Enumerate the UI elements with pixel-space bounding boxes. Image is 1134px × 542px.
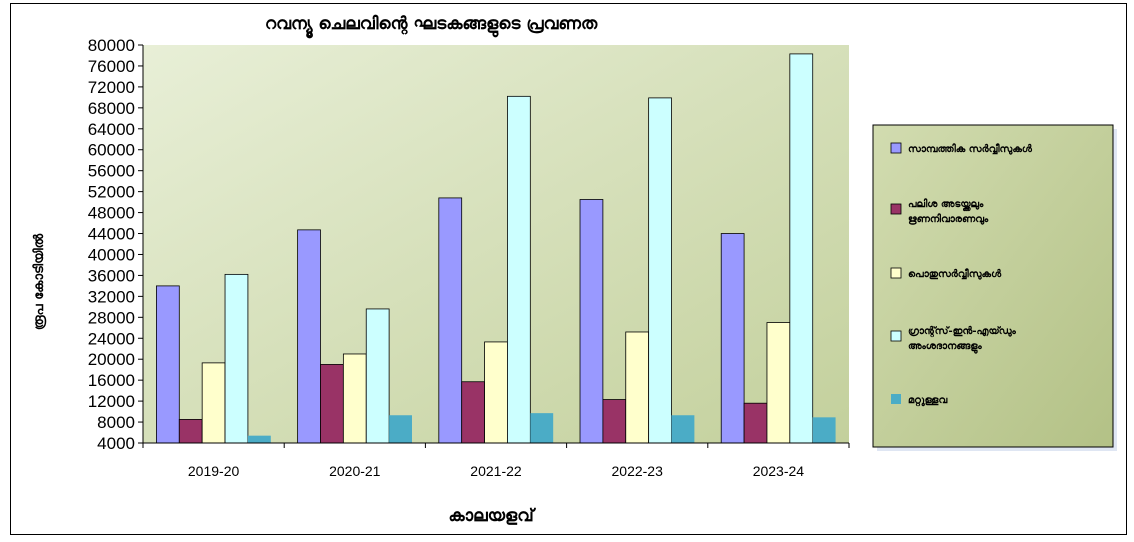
y-axis-label: രൂപ കോടിയിൽ — [31, 233, 47, 330]
x-ticks: 2019-20 2020-21 2021-22 2022-23 2023-24 — [142, 443, 850, 479]
bar — [602, 399, 627, 444]
x-tick-label: 2023-24 — [753, 463, 805, 479]
bar — [389, 415, 412, 443]
x-tick-label: 2020-21 — [329, 463, 381, 479]
bar — [224, 273, 249, 444]
y-ticks: 4000 8000 12000 16000 20000 24000 28000 32000 36… — [88, 36, 143, 453]
bar — [766, 322, 791, 444]
bar — [156, 285, 180, 444]
bar — [461, 381, 485, 444]
bar — [671, 415, 695, 443]
bar — [648, 97, 672, 444]
legend-swatch — [890, 267, 902, 279]
bar — [438, 197, 463, 444]
y-tick-label: 72000 — [88, 78, 135, 97]
bar — [743, 402, 768, 444]
y-tick-label: 12000 — [88, 392, 135, 411]
legend-label: പൊതുസർവ്വീസുകൾ — [908, 267, 1002, 281]
y-tick-label: 36000 — [88, 266, 135, 285]
chart-title: റവന്യൂ ചെലവിന്റെ ഘടകങ്ങളുടെ പ്രവണത — [265, 14, 598, 39]
legend-label: മറ്റുള്ളവ — [908, 395, 947, 407]
legend-swatch — [890, 330, 902, 342]
y-tick-label: 68000 — [88, 99, 135, 118]
bar — [178, 419, 203, 444]
bar — [201, 362, 226, 444]
y-tick-label: 8000 — [97, 413, 135, 432]
y-tick-label: 40000 — [88, 245, 135, 264]
y-tick-label: 16000 — [88, 371, 135, 390]
x-tick-label: 2019-20 — [188, 463, 240, 479]
y-tick-label: 56000 — [88, 162, 135, 181]
y-tick-label: 32000 — [88, 287, 135, 306]
y-tick-label: 28000 — [88, 308, 135, 327]
y-tick-label: 20000 — [88, 350, 135, 369]
bar — [484, 341, 508, 444]
bar — [789, 53, 814, 444]
bar — [365, 308, 390, 444]
x-tick-label: 2022-23 — [612, 463, 664, 479]
bar-chart: 4000 8000 12000 16000 20000 24000 28000 32000 36… — [31, 14, 1117, 526]
y-tick-label: 44000 — [88, 225, 135, 244]
legend-label: ഗ്രാന്റ്സ്-ഇൻ-എയ്ഡും അംശദാനങ്ങളും — [908, 325, 1017, 355]
legend-swatch — [891, 394, 901, 404]
y-tick-label: 52000 — [88, 183, 135, 202]
bar — [247, 435, 271, 443]
bar — [720, 233, 745, 444]
y-tick-label: 60000 — [88, 141, 135, 160]
x-tick-label: 2021-22 — [470, 463, 522, 479]
bar — [530, 413, 554, 443]
y-tick-label: 80000 — [88, 36, 135, 55]
bar — [297, 229, 321, 444]
legend-swatch — [890, 142, 902, 154]
y-tick-label: 76000 — [88, 57, 135, 76]
bar — [812, 417, 836, 443]
legend: സാമ്പത്തിക സർവ്വീസുകൾ പലിശ അടയ്ക്കലും ഋണനി… — [890, 142, 1033, 407]
legend-label: പലിശ അടയ്ക്കലും ഋണനിവാരണവും — [908, 197, 989, 226]
legend-label: സാമ്പത്തിക സർവ്വീസുകൾ — [908, 142, 1033, 156]
bar — [342, 353, 367, 444]
chart-frame: 4000 8000 12000 16000 20000 24000 28000 32000 36… — [10, 3, 1127, 535]
bar — [320, 364, 344, 444]
bars-group — [156, 53, 836, 444]
bar — [625, 331, 650, 444]
x-axis-label: കാലയളവ് — [448, 506, 536, 526]
y-tick-label: 64000 — [88, 120, 135, 139]
bar — [507, 95, 531, 444]
legend-box — [872, 124, 1114, 448]
y-tick-label: 48000 — [88, 204, 135, 223]
y-tick-label: 24000 — [88, 329, 135, 348]
legend-swatch — [890, 203, 902, 215]
y-tick-label: 4000 — [97, 434, 135, 453]
bar — [579, 199, 604, 444]
